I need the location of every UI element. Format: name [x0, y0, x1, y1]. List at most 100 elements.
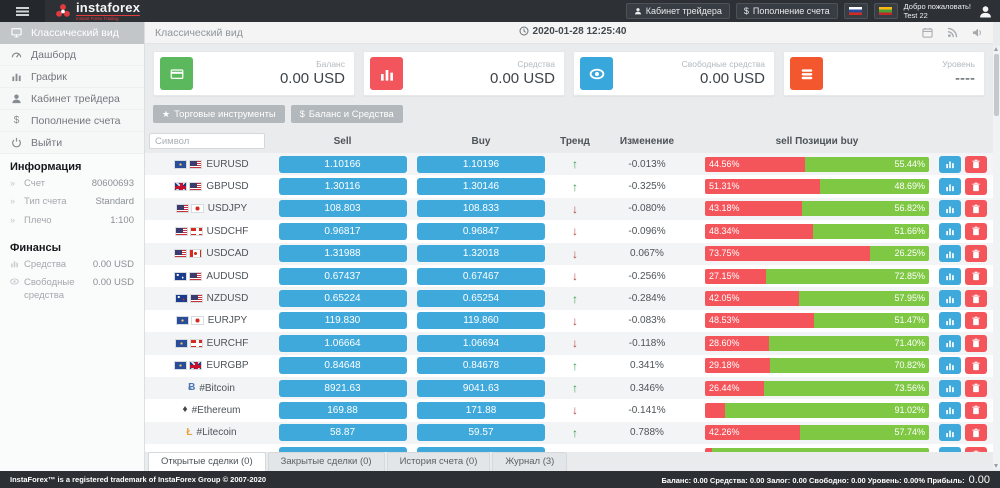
positions-buy-segment: 51.66%	[813, 223, 929, 239]
sell-price-button[interactable]: 1.10166	[278, 155, 407, 173]
open-chart-button[interactable]	[939, 334, 961, 352]
open-chart-button[interactable]	[939, 312, 961, 330]
remove-symbol-button[interactable]	[965, 245, 987, 263]
scroll-up-arrow[interactable]	[994, 47, 998, 51]
buy-price-button[interactable]: 59.57	[417, 424, 545, 442]
open-chart-button[interactable]	[939, 222, 961, 240]
positions-sell-segment: 48.34%	[705, 223, 814, 239]
trend-arrow-icon: ↑	[572, 358, 578, 373]
megaphone-icon[interactable]	[972, 27, 983, 38]
remove-symbol-button[interactable]	[965, 312, 987, 330]
open-chart-button[interactable]	[939, 424, 961, 442]
trader-cabinet-button[interactable]: Кабинет трейдера	[625, 3, 730, 19]
sell-price-button[interactable]: 0.84648	[278, 357, 407, 375]
buy-price-button[interactable]: 1.10196	[417, 155, 545, 173]
buy-price-button[interactable]: 1.30146	[417, 178, 545, 196]
buy-price-button[interactable]	[417, 446, 545, 452]
remove-symbol-button[interactable]	[965, 424, 987, 442]
trading-instruments-button[interactable]: ★ Торговые инструменты	[153, 105, 285, 123]
sidebar-item-dashboard[interactable]: Дашборд	[0, 44, 144, 66]
rss-icon[interactable]	[947, 27, 958, 38]
remove-symbol-button[interactable]	[965, 155, 987, 173]
remove-symbol-button[interactable]	[965, 267, 987, 285]
deposit-button[interactable]: $ Пополнение счета	[735, 3, 838, 19]
sell-price-button[interactable]: 58.87	[278, 424, 407, 442]
sidebar-item-classic-view[interactable]: Классический вид	[0, 22, 144, 44]
sell-price-button[interactable]: 1.06664	[278, 334, 407, 352]
tab-account-history[interactable]: История счета (0)	[386, 452, 491, 471]
sell-price-button[interactable]: 0.65224	[278, 290, 407, 308]
open-chart-button[interactable]	[939, 200, 961, 218]
buy-price-button[interactable]: 0.84678	[417, 357, 545, 375]
buy-price-button[interactable]: 9041.63	[417, 379, 545, 397]
calendar-icon[interactable]	[922, 27, 933, 38]
sidebar-item-trader-cabinet[interactable]: Кабинет трейдера	[0, 88, 144, 110]
language-russian-button[interactable]	[843, 3, 868, 19]
sell-price-button[interactable]: 1.30116	[278, 178, 407, 196]
scroll-down-arrow[interactable]	[994, 464, 998, 468]
buy-price-button[interactable]: 1.06694	[417, 334, 545, 352]
language-secondary-button[interactable]	[873, 3, 898, 19]
sidebar-item-label: Кабинет трейдера	[31, 92, 120, 105]
remove-symbol-button[interactable]	[965, 334, 987, 352]
open-chart-button[interactable]	[939, 379, 961, 397]
sell-price-button[interactable]: 0.96817	[278, 222, 407, 240]
bitcoin-icon: Ƀ	[188, 382, 196, 394]
remove-symbol-button[interactable]	[965, 178, 987, 196]
sell-price-button[interactable]: 119.830	[278, 312, 407, 330]
open-chart-button[interactable]	[939, 267, 961, 285]
symbol-icons	[174, 249, 203, 259]
sidebar-item-logout[interactable]: Выйти	[0, 132, 144, 154]
remove-symbol-button[interactable]	[965, 357, 987, 375]
tab-open-trades[interactable]: Открытые сделки (0)	[148, 452, 266, 471]
sell-price-button[interactable]	[278, 446, 407, 452]
remove-symbol-button[interactable]	[965, 379, 987, 397]
buy-price-button[interactable]: 1.32018	[417, 245, 545, 263]
symbol-search-input[interactable]	[149, 133, 265, 149]
bar-chart-icon	[12, 73, 21, 82]
symbol-icons	[174, 338, 203, 348]
leverage-value: 1:100	[110, 214, 134, 226]
symbol-name: #Litecoin	[196, 427, 237, 439]
positions-bar: 42.26% 57.74%	[705, 425, 929, 441]
buy-price-button[interactable]: 0.96847	[417, 222, 545, 240]
trend-arrow-icon: ↑	[572, 381, 578, 396]
sidebar-item-chart[interactable]: График	[0, 66, 144, 88]
remove-symbol-button[interactable]	[965, 222, 987, 240]
buy-price-button[interactable]: 119.860	[417, 312, 545, 330]
remove-symbol-button[interactable]	[965, 446, 987, 452]
open-chart-button[interactable]	[939, 290, 961, 308]
buy-price-button[interactable]: 0.67467	[417, 267, 545, 285]
balance-equity-button[interactable]: $ Баланс и Средства	[290, 105, 403, 123]
logo-subtitle: Instant Forex Trading	[76, 14, 141, 22]
open-chart-button[interactable]	[939, 155, 961, 173]
tab-journal[interactable]: Журнал (3)	[492, 452, 568, 471]
positions-buy-segment: 57.74%	[799, 425, 929, 441]
open-chart-button[interactable]	[939, 245, 961, 263]
vertical-scrollbar[interactable]	[993, 46, 1000, 469]
avatar-button[interactable]	[977, 5, 992, 18]
instaforex-logo[interactable]: instaforex Instant Forex Trading	[45, 1, 150, 22]
open-chart-button[interactable]	[939, 401, 961, 419]
sell-price-button[interactable]: 108.803	[278, 200, 407, 218]
sell-price-button[interactable]: 0.67437	[278, 267, 407, 285]
open-chart-button[interactable]	[939, 357, 961, 375]
sell-price-button[interactable]: 1.31988	[278, 245, 407, 263]
buy-price-button[interactable]: 108.833	[417, 200, 545, 218]
footer: InstaForex™ is a registered trademark of…	[0, 471, 1000, 488]
sidebar: Классический вид Дашборд График Кабинет …	[0, 22, 145, 471]
tab-closed-trades[interactable]: Закрытые сделки (0)	[267, 452, 385, 471]
buy-price-button[interactable]: 171.88	[417, 401, 545, 419]
scrollbar-thumb[interactable]	[994, 54, 999, 116]
sell-price-button[interactable]: 8921.63	[278, 379, 407, 397]
hamburger-menu-button[interactable]	[0, 0, 45, 22]
sell-price-button[interactable]: 169.88	[278, 401, 407, 419]
open-chart-button[interactable]	[939, 446, 961, 452]
remove-symbol-button[interactable]	[965, 200, 987, 218]
remove-symbol-button[interactable]	[965, 290, 987, 308]
sidebar-item-deposit[interactable]: $ Пополнение счета	[0, 110, 144, 132]
remove-symbol-button[interactable]	[965, 401, 987, 419]
positions-buy-segment	[711, 447, 929, 452]
open-chart-button[interactable]	[939, 178, 961, 196]
buy-price-button[interactable]: 0.65254	[417, 290, 545, 308]
